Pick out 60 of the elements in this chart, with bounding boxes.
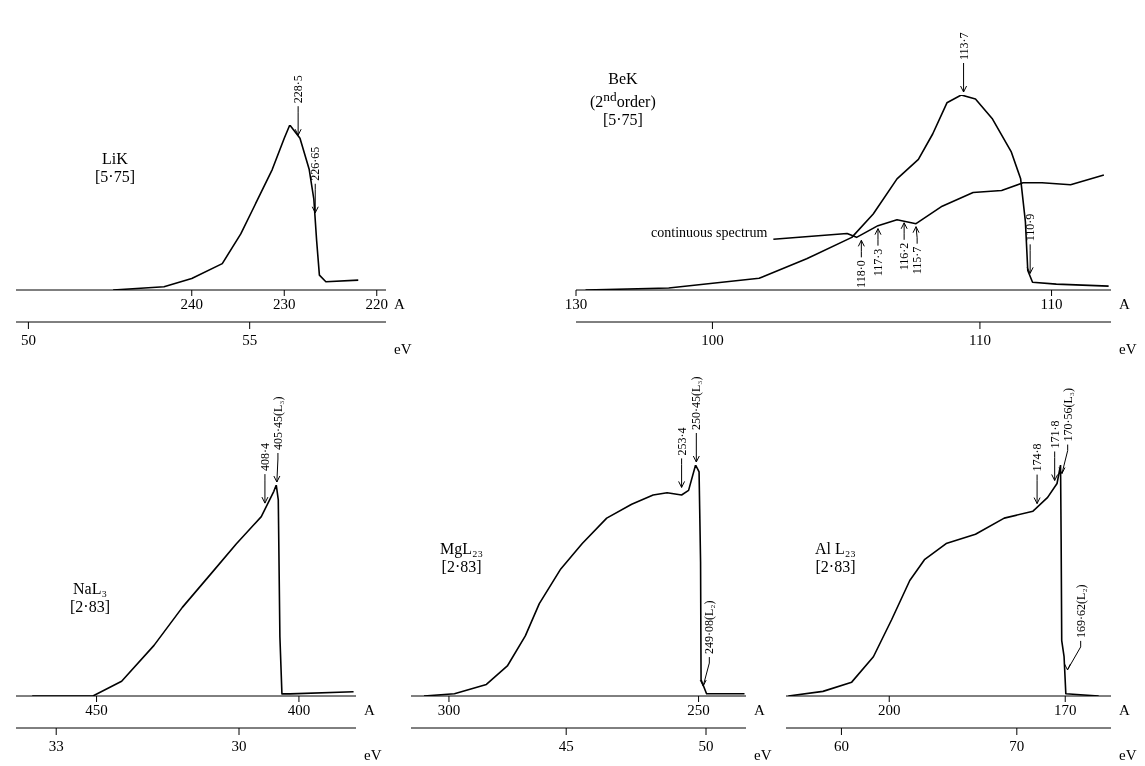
x-tick-label: 250 xyxy=(687,701,710,718)
annotation: 113·7 xyxy=(956,32,971,60)
text: [2·83] xyxy=(815,558,856,576)
chart-title: BeK xyxy=(607,70,639,88)
x-tick-label: 170 xyxy=(1053,701,1077,718)
x2-tick-label: 110 xyxy=(968,332,991,348)
x2-tick-label: 70 xyxy=(1009,738,1025,754)
annotation: 115·7 xyxy=(910,246,925,275)
x2-tick-label: 60 xyxy=(833,738,849,754)
x2-axis-title: eV xyxy=(364,747,382,763)
x-tick-label: 200 xyxy=(878,701,901,718)
x-tick-label: 220 xyxy=(365,295,388,312)
x-tick-label: 450 xyxy=(85,701,108,718)
annotation: 174·8 xyxy=(1030,443,1045,472)
annotation: 118·0 xyxy=(854,260,869,288)
text: [5·75] xyxy=(95,168,135,186)
text: NaL₃ xyxy=(72,580,108,598)
x-tick-label: 110 xyxy=(1040,295,1063,312)
text: LiK xyxy=(101,150,129,168)
annotation: 228·5 xyxy=(291,75,306,104)
x2-tick-label: 45 xyxy=(558,738,574,754)
x-axis-title: A xyxy=(1119,296,1130,313)
annotation: 169·62(L₂) xyxy=(1073,584,1088,638)
annotation: 408·4 xyxy=(257,443,272,472)
x2-tick-label: 50 xyxy=(20,332,36,348)
text: [2·83] xyxy=(70,598,110,616)
x2-tick-label: 50 xyxy=(698,738,714,754)
annotation: [5·75] xyxy=(601,111,644,130)
text: MgL₂₃ xyxy=(440,540,484,558)
x2-axis-title: eV xyxy=(1119,747,1137,763)
chart-subtitle: (2$^{nd}$order) xyxy=(590,88,656,112)
x-axis-title: A xyxy=(394,296,405,313)
annotation: 170·56(L₃) xyxy=(1060,388,1075,442)
text: [2·83] xyxy=(440,558,483,576)
x-tick-label: 130 xyxy=(564,295,588,312)
annotation: 117·3 xyxy=(870,248,885,277)
x-tick-label: 400 xyxy=(287,701,311,718)
annotation: 250·45(L₃) xyxy=(689,376,704,430)
x-tick-label: 300 xyxy=(437,701,461,718)
x2-axis-title: eV xyxy=(394,341,412,357)
x-tick-label: 230 xyxy=(273,295,296,312)
series-label: continuous spectrum xyxy=(651,225,768,241)
x2-tick-label: 33 xyxy=(48,738,64,754)
x2-tick-label: 30 xyxy=(231,738,247,754)
text: Al L₂₃ xyxy=(815,540,856,558)
x2-tick-label: 100 xyxy=(701,332,724,348)
x-axis-title: A xyxy=(364,702,375,719)
x2-tick-label: 55 xyxy=(242,332,258,348)
annotation: 116·2 xyxy=(897,242,912,271)
x-tick-label: 240 xyxy=(180,295,203,312)
annotation: 253·4 xyxy=(674,427,689,456)
annotation: 249·08(L₂) xyxy=(702,600,717,655)
x-axis-title: A xyxy=(754,702,765,719)
x2-axis-title: eV xyxy=(754,747,772,763)
annotation: 405·45(L₃) xyxy=(270,396,285,450)
x-axis-title: A xyxy=(1119,702,1130,719)
annotation: 110·9 xyxy=(1023,213,1038,242)
annotation: 171·8 xyxy=(1047,420,1062,449)
x2-axis-title: eV xyxy=(1119,341,1137,357)
annotation: 226·65 xyxy=(308,146,323,181)
